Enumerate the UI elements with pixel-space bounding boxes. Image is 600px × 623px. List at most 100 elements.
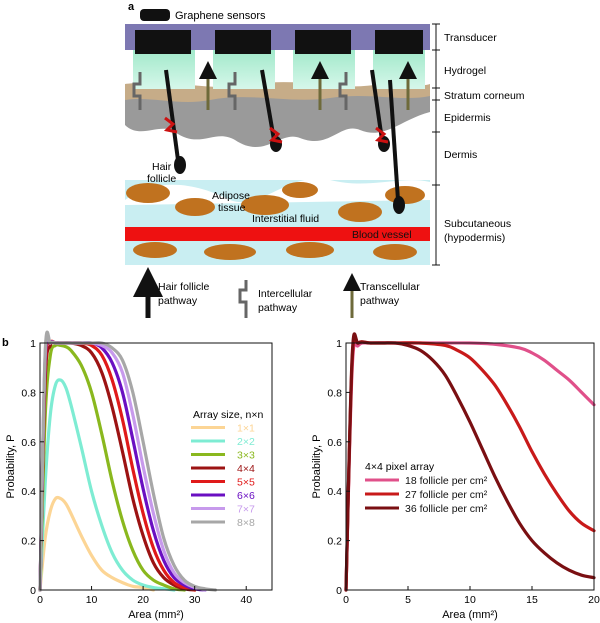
- epidermis-layer: [125, 88, 430, 148]
- x-axis-label: Area (mm²): [442, 609, 498, 621]
- legend-label: 27 follicle per cm²: [405, 489, 488, 501]
- intercellular-pathway-icon: [238, 280, 248, 318]
- y-tick-label: 0.2: [327, 536, 342, 548]
- x-tick-label: 40: [240, 594, 252, 606]
- x-tick-label: 10: [86, 594, 98, 606]
- adipose-cell: [385, 186, 425, 204]
- graphene-sensor: [215, 30, 271, 54]
- transcellular-pathway-label-line2: pathway: [360, 295, 400, 307]
- legend-label: 1×1: [237, 423, 255, 435]
- graphene-sensor: [135, 30, 191, 54]
- y-tick-label: 0.4: [327, 486, 342, 498]
- panel-a: a Graphene sensors: [125, 1, 525, 318]
- x-axis-label: Area (mm²): [128, 609, 184, 621]
- layer-label-subcutaneous-line1: Subcutaneous: [444, 218, 511, 230]
- x-tick-label: 30: [189, 594, 201, 606]
- blood-vessel: [125, 227, 430, 241]
- intercellular-arrow: [338, 72, 348, 110]
- adipose-cell: [286, 242, 334, 258]
- y-tick-label: 0: [30, 585, 36, 597]
- graphene-sensor-legend-icon: [140, 9, 170, 21]
- adipose-tissue-label-line1: Adipose: [212, 190, 250, 202]
- series-line: [38, 378, 176, 592]
- pathway-arrows: [132, 61, 417, 110]
- y-tick-label: 0.6: [327, 437, 342, 449]
- adipose-cell: [373, 244, 417, 260]
- y-axis-label: Probability, P: [5, 435, 17, 499]
- series-line: [38, 330, 217, 592]
- chart-follicle-density: 0 5 10 15 20 0 0.2 0.4 0.6 0.8 1 Area (mm²) Probabil…: [311, 332, 600, 621]
- y-tick-label: 1: [30, 338, 36, 350]
- legend: Array size, n×n 1×12×2 3×34×4 5×56×6 7×78×8: [191, 409, 263, 529]
- hair-follicle-label-line2: follicle: [147, 173, 176, 185]
- legend: 4×4 pixel array 18 follicle per cm² 27 fol…: [365, 461, 488, 515]
- adipose-cell: [338, 202, 382, 222]
- adipose-cell: [204, 244, 256, 260]
- layer-label-stratum-corneum: Stratum corneum: [444, 90, 525, 102]
- x-tick-label: 15: [526, 594, 538, 606]
- graphene-sensor-legend-label: Graphene sensors: [175, 10, 266, 22]
- layer-label-dermis: Dermis: [444, 149, 477, 161]
- panel-a-label: a: [128, 1, 135, 13]
- graphene-sensor: [295, 30, 351, 54]
- dermis-boundary: [125, 178, 430, 205]
- hair-follicle-label-line1: Hair: [152, 161, 172, 173]
- legend-label: 7×7: [237, 504, 255, 516]
- layer-label-subcutaneous-line2: (hypodermis): [444, 232, 505, 244]
- x-tick-label: 20: [588, 594, 600, 606]
- series-line: [38, 343, 186, 592]
- adipose-cell: [133, 242, 177, 258]
- layer-label-hydrogel: Hydrogel: [444, 65, 486, 77]
- legend-label: 2×2: [237, 436, 255, 448]
- legend-label: 3×3: [237, 450, 255, 462]
- adipose-cell: [241, 195, 289, 215]
- hair-follicle-pathway-label-line1: Hair follicle: [158, 281, 210, 293]
- hair-follicle: [370, 69, 390, 152]
- intercellular-pathway-label-line1: Intercellular: [258, 288, 313, 300]
- intercellular-pathway-label-line2: pathway: [258, 302, 298, 314]
- intercellular-arrow: [227, 72, 237, 110]
- y-tick-label: 0: [336, 585, 342, 597]
- pathway-legend: Hair follicle pathway Intercellular path…: [133, 267, 420, 318]
- adipose-cell: [282, 182, 318, 198]
- graphene-sensor: [375, 30, 423, 54]
- legend-label: 18 follicle per cm²: [405, 475, 488, 487]
- y-axis-label: Probability, P: [311, 435, 323, 499]
- x-tick-label: 20: [137, 594, 149, 606]
- hair-follicle: [260, 69, 283, 152]
- y-tick-label: 0.4: [21, 486, 36, 498]
- legend-label: 8×8: [237, 517, 255, 529]
- legend-title: Array size, n×n: [193, 409, 263, 421]
- hair-follicle: [388, 79, 405, 214]
- graphene-sensors: [135, 30, 423, 54]
- y-tick-label: 1: [336, 338, 342, 350]
- panel-b-label: b: [2, 337, 9, 349]
- blood-vessel-label: Blood vessel: [352, 229, 412, 241]
- hair-follicle-pathway-label-line2: pathway: [158, 295, 198, 307]
- chart-array-size: 0 10 20 30 40 0 0.2 0.4 0.6 0.8 1 Area (mm²) Probabi…: [5, 330, 273, 621]
- legend-label: 36 follicle per cm²: [405, 503, 488, 515]
- interstitial-fluid-label: Interstitial fluid: [252, 213, 319, 225]
- hair-follicle: [163, 69, 186, 174]
- layer-label-epidermis: Epidermis: [444, 112, 491, 124]
- layer-label-transducer: Transducer: [444, 32, 497, 44]
- x-tick-label: 5: [405, 594, 411, 606]
- legend-label: 4×4: [237, 463, 255, 475]
- x-tick-label: 10: [464, 594, 476, 606]
- adipose-cell: [175, 198, 215, 216]
- adipose-cell: [126, 183, 170, 203]
- y-tick-label: 0.8: [327, 387, 342, 399]
- hair-follicles: [163, 69, 405, 214]
- y-tick-label: 0.6: [21, 437, 36, 449]
- x-tick-label: 0: [343, 594, 349, 606]
- plot-frame: [39, 342, 273, 591]
- layer-bracket: [432, 23, 440, 266]
- adipose-tissue-label-line2: tissue: [218, 202, 246, 214]
- legend-title: 4×4 pixel array: [365, 461, 435, 473]
- transcellular-pathway-label-line1: Transcellular: [360, 281, 420, 293]
- x-tick-label: 0: [37, 594, 43, 606]
- legend-label: 5×5: [237, 477, 255, 489]
- y-tick-label: 0.8: [21, 387, 36, 399]
- legend-label: 6×6: [237, 490, 255, 502]
